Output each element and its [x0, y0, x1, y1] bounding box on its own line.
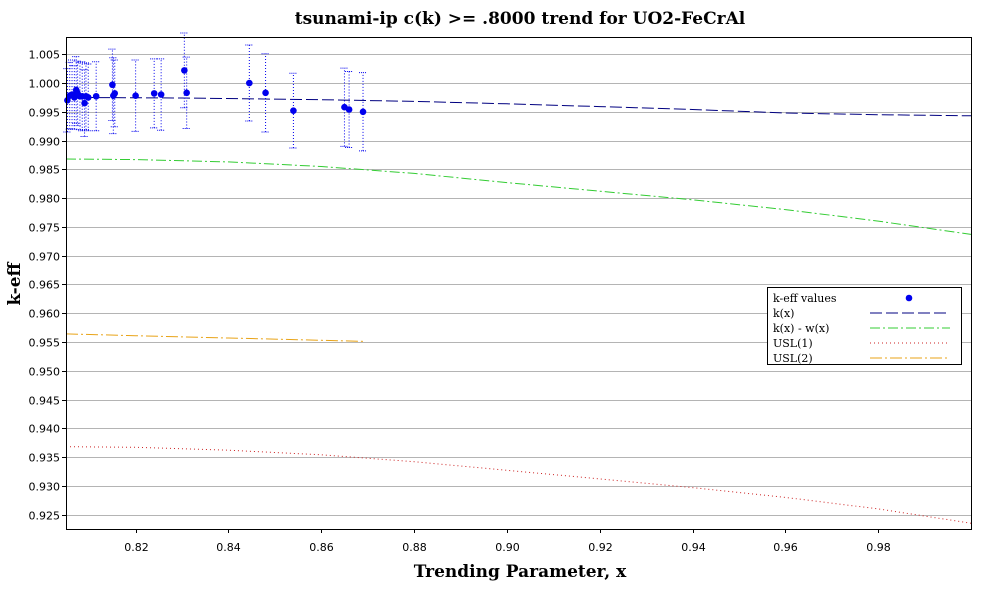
- data-point: [150, 90, 158, 97]
- data-point: [246, 79, 253, 87]
- x-tick-label: 0.88: [402, 541, 427, 554]
- series-line: [65, 446, 972, 524]
- data-point: [181, 67, 188, 74]
- data-point: [109, 81, 116, 89]
- x-tick-label: 0.92: [588, 541, 613, 554]
- data-point: [345, 106, 353, 113]
- legend-label: USL(1): [773, 337, 813, 350]
- y-tick-label: 0.970: [29, 251, 61, 264]
- data-point: [157, 91, 165, 98]
- data-point: [132, 92, 139, 99]
- x-tick-label: 0.96: [773, 541, 798, 554]
- y-tick-label: 0.960: [29, 308, 61, 321]
- data-point: [84, 94, 92, 101]
- series-line: [65, 158, 972, 235]
- data-point: [183, 89, 190, 97]
- chart-title: tsunami-ip c(k) >= .8000 trend for UO2-F…: [295, 9, 746, 29]
- y-tick-label: 0.935: [29, 452, 61, 465]
- y-tick-label: 0.980: [29, 193, 61, 206]
- legend-label: k(x): [773, 307, 794, 320]
- legend: k-eff values k(x) k(x) - w(x) USL(1) USL(2): [767, 287, 962, 365]
- x-axis: 0.82 0.84 0.86 0.88 0.90 0.92 0.94 0.96 0.98: [124, 529, 891, 554]
- x-tick-label: 0.98: [866, 541, 891, 554]
- x-tick-label: 0.94: [681, 541, 706, 554]
- x-tick-label: 0.82: [124, 541, 149, 554]
- y-tick-label: 1.000: [29, 78, 61, 91]
- y-tick-label: 0.940: [29, 423, 61, 436]
- data-point: [290, 107, 297, 114]
- legend-box: [767, 287, 962, 365]
- x-tick-label: 0.90: [495, 541, 520, 554]
- y-tick-label: 0.955: [29, 337, 61, 350]
- series-layer: [63, 32, 972, 524]
- x-tick-label: 0.84: [216, 541, 241, 554]
- data-point: [262, 89, 269, 97]
- data-point: [81, 99, 88, 107]
- legend-marker: [905, 294, 913, 302]
- y-tick-label: 0.950: [29, 366, 61, 379]
- data-point: [92, 92, 100, 100]
- y-axis-label: k-eff: [5, 261, 25, 305]
- data-point: [111, 90, 119, 97]
- plot-frame: [66, 37, 972, 530]
- grid-lines: [66, 54, 971, 516]
- y-tick-label: 0.990: [29, 136, 61, 149]
- legend-label: k(x) - w(x): [773, 322, 829, 335]
- legend-label: k-eff values: [773, 292, 837, 305]
- series-line: [65, 96, 972, 117]
- legend-label: USL(2): [773, 352, 813, 365]
- y-tick-label: 0.930: [29, 481, 61, 494]
- data-point: [359, 108, 367, 116]
- series-line: [65, 333, 366, 342]
- y-tick-label: 0.925: [29, 510, 61, 523]
- y-axis: 0.925 0.930 0.935 0.940 0.945 0.950 0.955 0.960…: [29, 49, 66, 523]
- y-tick-label: 0.995: [29, 107, 61, 120]
- x-tick-label: 0.86: [309, 541, 334, 554]
- y-tick-label: 0.975: [29, 222, 61, 235]
- y-tick-label: 0.985: [29, 164, 61, 177]
- y-tick-label: 0.945: [29, 395, 61, 408]
- x-axis-label: Trending Parameter, x: [414, 562, 627, 582]
- y-tick-label: 1.005: [29, 49, 61, 62]
- y-tick-label: 0.965: [29, 279, 61, 292]
